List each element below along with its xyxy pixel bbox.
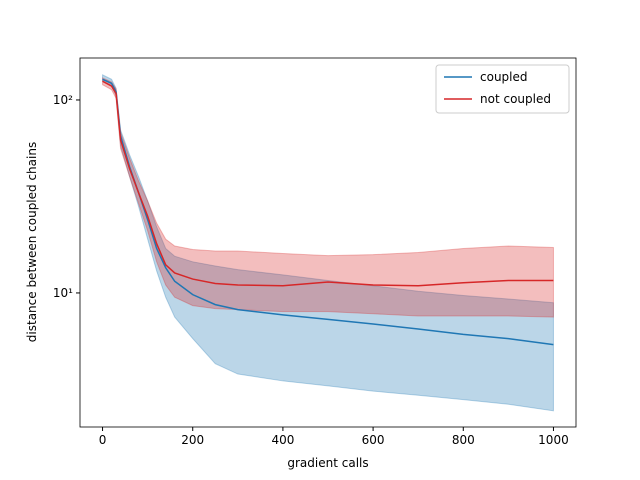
y-axis-label: distance between coupled chains: [25, 142, 39, 342]
x-tick-label: 800: [452, 433, 475, 447]
x-tick-label: 1000: [538, 433, 569, 447]
x-tick-label: 400: [271, 433, 294, 447]
legend-label: coupled: [480, 70, 528, 84]
band: [102, 77, 554, 318]
legend-label: not coupled: [480, 92, 551, 106]
plot-frame: [79, 57, 577, 428]
y-tick-label: 10¹: [53, 286, 73, 300]
x-axis-label: gradient calls: [287, 456, 368, 470]
x-tick-label: 0: [99, 433, 107, 447]
x-tick-label: 200: [181, 433, 204, 447]
y-tick-label: 10²: [53, 93, 73, 107]
line: [102, 80, 554, 287]
band: [102, 74, 554, 412]
x-tick-label: 600: [362, 433, 385, 447]
line: [102, 78, 554, 346]
